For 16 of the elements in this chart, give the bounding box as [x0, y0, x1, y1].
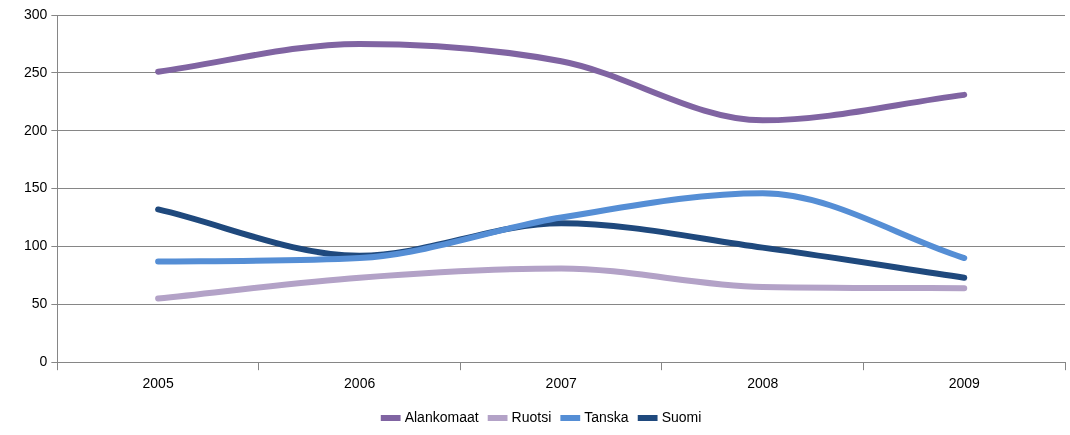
y-tick-label: 0: [39, 353, 48, 370]
y-tick-label: 150: [24, 179, 48, 196]
y-tick-label: 50: [31, 295, 48, 312]
legend-label: Alankomaat: [404, 408, 479, 425]
y-tick-label: 300: [24, 5, 48, 22]
x-tick-label: 2008: [747, 375, 779, 392]
x-tick-label: 2005: [142, 375, 174, 392]
legend-label: Suomi: [661, 408, 702, 425]
legend-label: Tanska: [584, 408, 629, 425]
x-tick-label: 2009: [948, 375, 981, 392]
x-tick-label: 2006: [344, 375, 376, 392]
y-tick-label: 200: [24, 121, 48, 138]
x-tick-label: 2007: [545, 375, 577, 392]
legend-label: Ruotsi: [511, 408, 552, 425]
y-tick-label: 100: [24, 237, 48, 254]
y-tick-label: 250: [24, 63, 48, 80]
